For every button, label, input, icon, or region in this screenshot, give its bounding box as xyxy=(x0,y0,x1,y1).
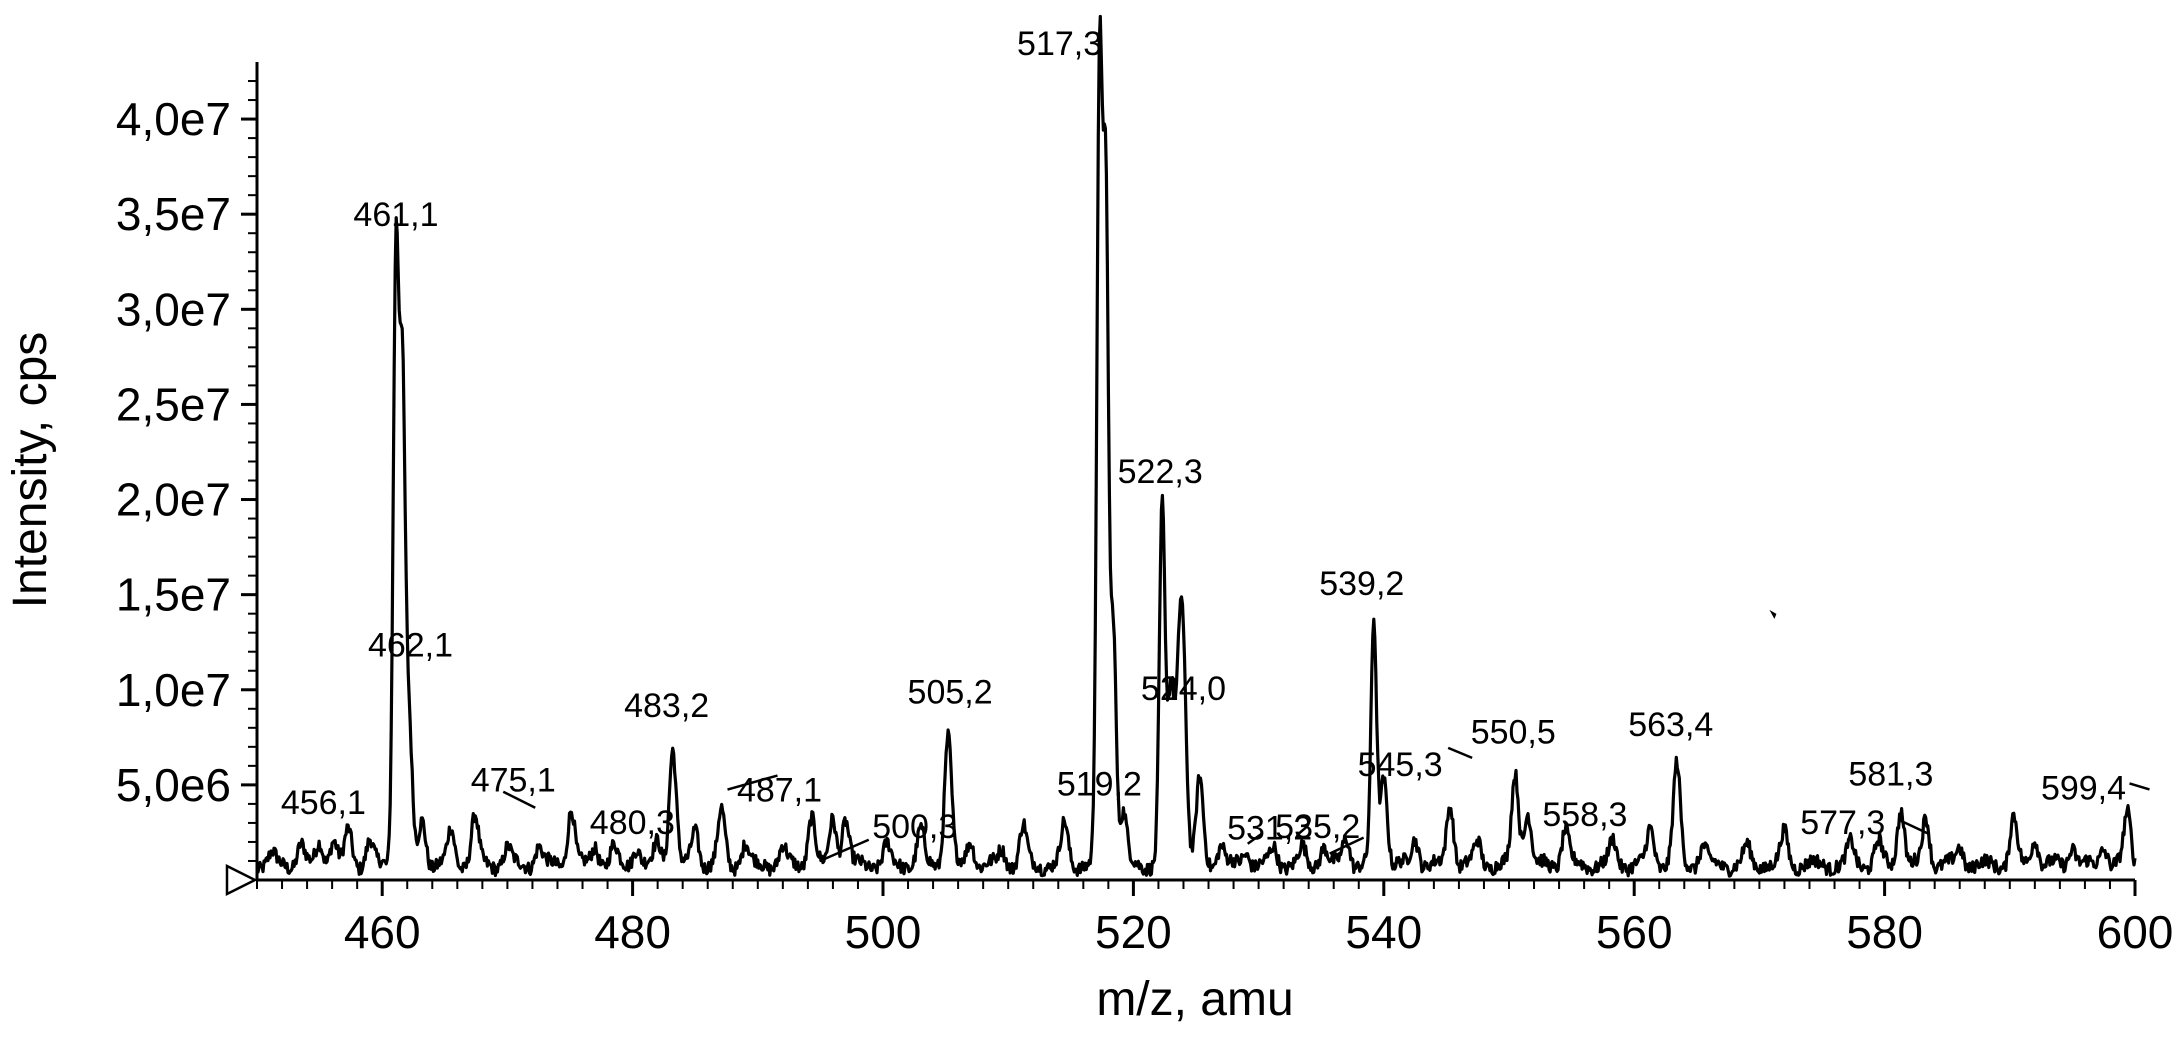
spectrum-trace-layer xyxy=(255,14,2137,878)
axes xyxy=(225,62,2135,897)
y-tick-label: 1,5e7 xyxy=(116,569,231,621)
peak-label-550-5: 550,5 xyxy=(1471,713,1556,751)
x-tick-label: 600 xyxy=(2097,906,2174,958)
x-tick-label: 540 xyxy=(1345,906,1422,958)
peak-label-462-1: 462,1 xyxy=(368,626,453,664)
peak-label-leader xyxy=(1898,818,1930,835)
peak-label-505-2: 505,2 xyxy=(908,674,993,712)
peak-label-517-3: 517,3 xyxy=(1017,25,1102,63)
x-tick-label: 560 xyxy=(1596,906,1673,958)
y-axis-title: Intensity, cps xyxy=(4,332,57,609)
y-tick-label: 2,5e7 xyxy=(116,378,231,430)
y-tick-label: 2,0e7 xyxy=(116,474,231,526)
cursor-mark-icon xyxy=(1769,609,1777,619)
peak-label-leader xyxy=(1447,746,1473,760)
peak-label-487-1: 487,1 xyxy=(737,772,822,810)
peak-label-leader xyxy=(1329,836,1365,855)
x-tick-label: 460 xyxy=(344,906,421,958)
peak-label-531-2: 531,2 xyxy=(1227,810,1312,848)
peak-label-539-2: 539,2 xyxy=(1319,565,1404,603)
peak-label-leader xyxy=(2129,782,2150,791)
x-tick-label: 580 xyxy=(1846,906,1923,958)
peak-label-522-3: 522,3 xyxy=(1118,453,1203,491)
peak-label-545-3: 545,3 xyxy=(1358,746,1443,784)
y-tick-label: 3,5e7 xyxy=(116,188,231,240)
peak-label-456-1: 456,1 xyxy=(281,784,366,822)
x-tick-label: 480 xyxy=(594,906,671,958)
peak-label-558-3: 558,3 xyxy=(1542,796,1627,834)
spectrum-trace xyxy=(255,14,2137,878)
peak-labels: 456,1 461,1 462,1 475,1 480,3 483,2 487,1 500,3… xyxy=(281,25,2150,861)
peak-label-leader xyxy=(822,838,870,861)
x-tick-label: 500 xyxy=(845,906,922,958)
origin-marker-icon xyxy=(225,863,258,897)
peak-label-524-0: 524,0 xyxy=(1141,670,1226,708)
y-tick-label: 4,0e7 xyxy=(116,93,231,145)
x-tick-label: 520 xyxy=(1095,906,1172,958)
peak-label-483-2: 483,2 xyxy=(624,687,709,725)
y-tick-label: 5,0e6 xyxy=(116,759,231,811)
axis-ticks: 460 480 500 520 540 560 580 600 5,0e6 1,0e7 1,5e7 2… xyxy=(116,80,2174,958)
peak-label-leader xyxy=(1246,832,1263,845)
peak-label-475-1: 475,1 xyxy=(471,762,556,800)
peak-label-461-1: 461,1 xyxy=(353,196,438,234)
peak-label-leader xyxy=(502,790,536,809)
y-tick-label: 3,0e7 xyxy=(116,283,231,335)
x-axis-title: m/z, amu xyxy=(1096,973,1293,1026)
peak-label-519-2: 519,2 xyxy=(1057,765,1142,803)
peak-label-563-4: 563,4 xyxy=(1628,706,1713,744)
peak-label-599-4: 599,4 xyxy=(2041,769,2126,807)
y-tick-label: 1,0e7 xyxy=(116,664,231,716)
peak-label-leader xyxy=(727,774,778,791)
peak-label-480-3: 480,3 xyxy=(590,804,675,842)
peak-label-577-3: 577,3 xyxy=(1800,804,1885,842)
peak-label-535-2: 535,2 xyxy=(1275,808,1360,846)
peak-label-581-3: 581,3 xyxy=(1848,756,1933,794)
peak-label-500-3: 500,3 xyxy=(872,808,957,846)
